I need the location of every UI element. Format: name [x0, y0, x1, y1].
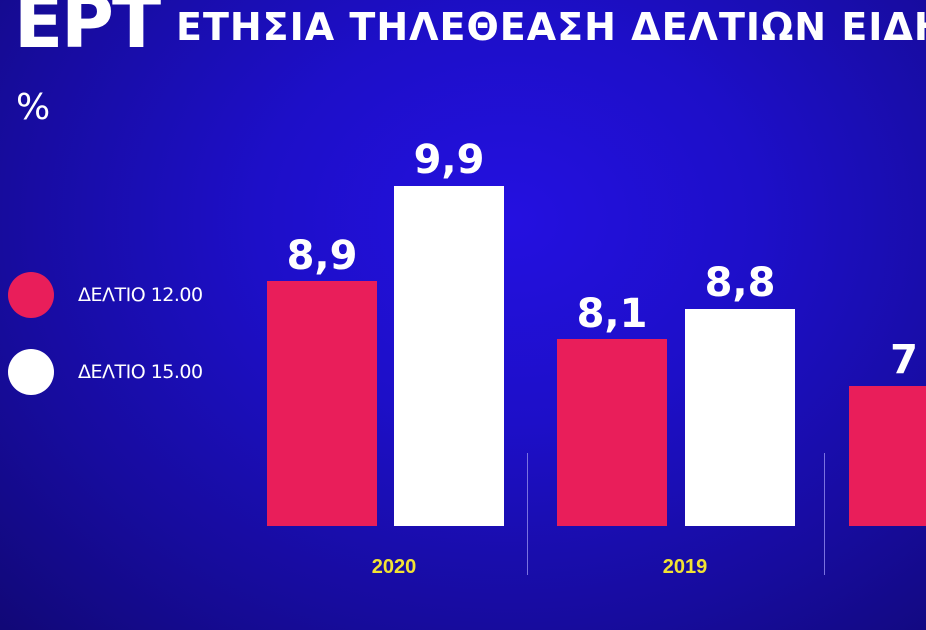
value-label: 8,1: [576, 291, 648, 337]
value-label: 8,9: [286, 233, 358, 279]
value-label: 9,9: [413, 137, 485, 183]
bar-2020-1500: [394, 186, 504, 526]
value-label: 8,8: [704, 260, 776, 306]
bar-2020-1200: [267, 281, 377, 526]
legend-label: ΔΕΛΤΙΟ 15.00: [78, 361, 203, 383]
legend-label: ΔΕΛΤΙΟ 12.00: [78, 284, 203, 306]
group-divider: [527, 453, 528, 575]
chart-title: ΕΤΗΣΙΑ ΤΗΛΕΘΕΑΣΗ ΔΕΛΤΙΩΝ ΕΙΔΗΣΕΩΝ: [176, 5, 926, 49]
bar-group3-1200: [849, 386, 926, 526]
legend-swatch-white: [8, 349, 54, 395]
bar-2019-1500: [685, 309, 795, 526]
bar-2019-1200: [557, 339, 667, 526]
unit-label: %: [16, 87, 51, 128]
legend-item-1200: ΔΕΛΤΙΟ 12.00: [8, 272, 203, 318]
logo: ΕΡΤ: [14, 0, 161, 64]
year-label: 2020: [371, 556, 417, 578]
legend-swatch-red: [8, 272, 54, 318]
value-label: 7: [890, 337, 918, 383]
group-divider: [824, 453, 825, 575]
legend-item-1500: ΔΕΛΤΙΟ 15.00: [8, 349, 203, 395]
year-label: 2019: [662, 556, 708, 578]
